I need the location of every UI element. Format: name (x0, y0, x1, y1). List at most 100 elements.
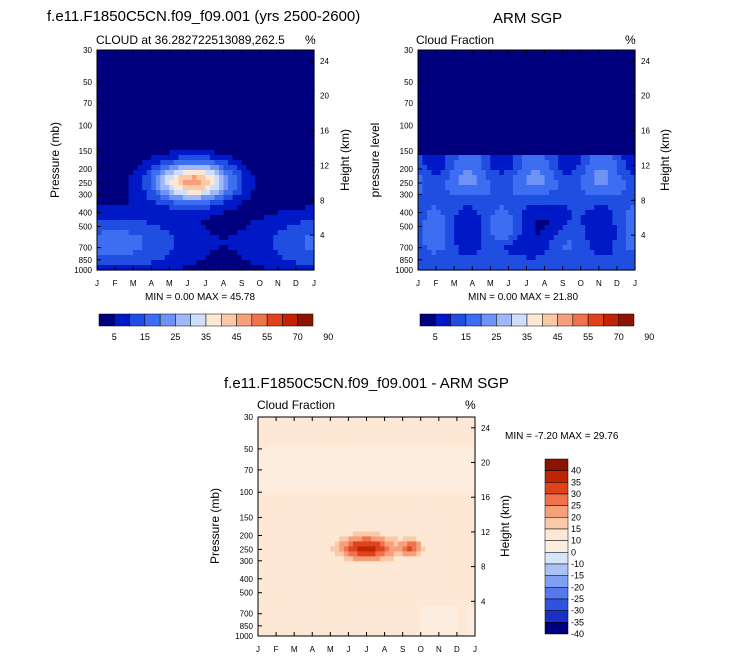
diff-cell (294, 451, 300, 458)
diff-cell (294, 491, 300, 498)
model-cell (259, 260, 265, 266)
obs-cell (616, 225, 623, 231)
model-cell (255, 215, 261, 221)
diff-cell (276, 531, 282, 538)
model-cell (101, 85, 107, 91)
obs-cell (508, 55, 514, 61)
obs-cell (454, 185, 460, 191)
obs-cell (449, 115, 455, 121)
obs-cell (436, 225, 442, 231)
model-cell (219, 245, 225, 251)
model-cell (255, 150, 261, 156)
diff-cell (303, 501, 309, 508)
obs-cell (467, 150, 473, 156)
obs-cell (521, 90, 528, 96)
obs-cell (531, 55, 537, 61)
diff-cell (294, 496, 300, 503)
obs-cell (621, 125, 627, 131)
model-cell (191, 210, 198, 216)
obs-cell (418, 150, 424, 156)
model-cell (173, 265, 179, 271)
model-cell (110, 175, 116, 181)
obs-subtitle: Cloud Fraction (416, 33, 495, 47)
model-cell (137, 65, 143, 71)
model-cell (210, 150, 216, 156)
obs-cell (499, 65, 505, 71)
obs-cell (607, 130, 613, 136)
model-cell (101, 210, 107, 216)
obs-cell (621, 95, 627, 101)
diff-cell (280, 581, 286, 587)
obs-cell (580, 70, 586, 76)
obs-cell (526, 250, 532, 256)
model-cell (273, 115, 279, 121)
model-cell (237, 80, 243, 86)
model-cell (241, 90, 247, 96)
model-cell (173, 105, 179, 111)
diff-cell (307, 581, 313, 587)
model-ytick-label: 300 (79, 190, 93, 199)
model-cell (115, 115, 121, 121)
model-cell (223, 130, 229, 136)
model-cell (169, 135, 175, 141)
model-cell (219, 165, 225, 171)
obs-cell (567, 255, 573, 261)
model-cell (268, 250, 274, 256)
model-cell (196, 175, 202, 181)
model-cell (196, 240, 202, 246)
model-cell (115, 235, 121, 241)
diff-cell (280, 596, 286, 602)
obs-cell (526, 200, 532, 206)
model-cell (291, 165, 297, 171)
obs-cell (535, 255, 541, 261)
obs-cell (485, 110, 491, 116)
model-cell (300, 255, 306, 261)
model-cell (200, 150, 207, 156)
diff-subtitle: Cloud Fraction (257, 398, 336, 412)
model-cell (196, 145, 202, 151)
obs-cell (445, 135, 451, 141)
model-cell (241, 105, 247, 111)
model-cell (210, 135, 216, 141)
model-cell (151, 240, 157, 246)
model-cell (124, 255, 130, 261)
obs-cell (535, 180, 541, 186)
obs-cell (553, 80, 559, 86)
obs-cell (512, 245, 519, 251)
model-cell (128, 100, 134, 106)
obs-cell (422, 95, 428, 101)
model-cell (178, 110, 184, 116)
obs-cell (616, 240, 623, 246)
diff-cell (267, 551, 273, 557)
obs-cell (454, 90, 460, 96)
obs-cell (494, 235, 500, 241)
model-cell (133, 230, 139, 236)
obs-cell (521, 80, 528, 86)
model-cell (128, 230, 134, 236)
obs-cell (512, 200, 519, 206)
obs-cell (603, 120, 609, 126)
obs-cell (490, 145, 496, 151)
model-cell (214, 105, 220, 111)
obs-cell (427, 255, 433, 261)
model-cell (187, 155, 193, 161)
obs-cell (476, 65, 482, 71)
model-cell (200, 95, 207, 101)
obs-cell (508, 150, 514, 156)
model-cell (300, 195, 306, 201)
obs-cell (463, 225, 469, 231)
obs-cell (598, 125, 604, 131)
model-cell (268, 85, 274, 91)
obs-cell (616, 110, 623, 116)
obs-cell (576, 110, 582, 116)
obs-cell (576, 70, 582, 76)
model-cell (277, 155, 283, 161)
obs-cell (481, 140, 487, 146)
obs-cell (589, 55, 595, 61)
obs-cell (580, 150, 586, 156)
model-cell (214, 155, 220, 161)
obs-cell (422, 125, 428, 131)
obs-cell (567, 200, 573, 206)
model-cell (246, 185, 252, 191)
obs-cell (580, 195, 586, 201)
